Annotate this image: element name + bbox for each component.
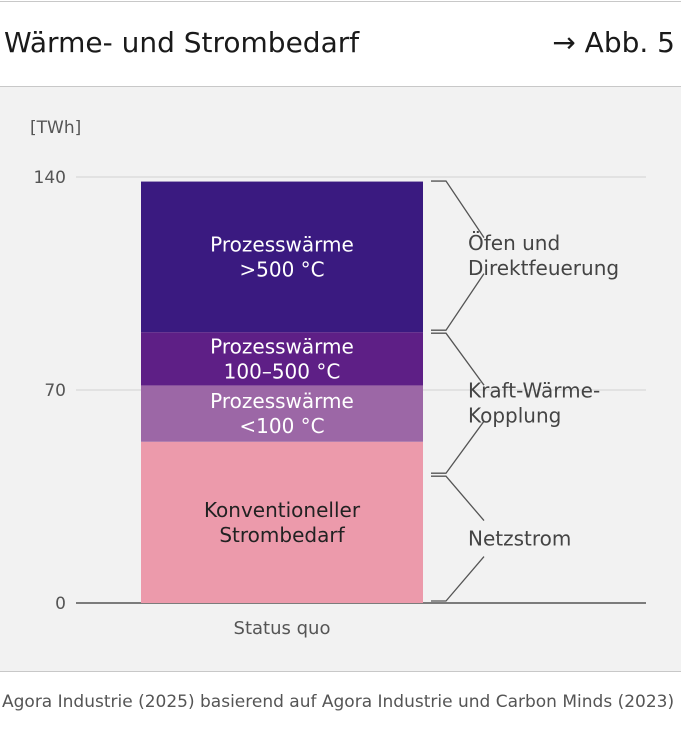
y-tick-label-70: 70 bbox=[44, 381, 66, 401]
bar-segment-3 bbox=[141, 181, 423, 333]
annotation-label-0-0: Öfen und bbox=[468, 231, 560, 255]
y-tick-label-140: 140 bbox=[34, 168, 66, 188]
annotation-label-1-1: Kopplung bbox=[468, 404, 561, 428]
segment-label-2-0: Prozesswärme bbox=[210, 334, 354, 358]
chart-title: Wärme- und Strombedarf bbox=[4, 26, 360, 59]
bar-segment-0 bbox=[141, 441, 423, 603]
segment-label-1-0: Prozesswärme bbox=[210, 389, 354, 413]
annotation-label-2-0: Netzstrom bbox=[468, 527, 571, 551]
source-note: Agora Industrie (2025) basierend auf Ago… bbox=[2, 692, 675, 712]
annotation-label-1-0: Kraft-Wärme- bbox=[468, 379, 600, 403]
segment-label-3-0: Prozesswärme bbox=[210, 232, 354, 256]
figure-reference: → Abb. 5 bbox=[552, 26, 675, 59]
annotation-bracket-1 bbox=[431, 332, 485, 474]
segment-label-3-1: >500 °C bbox=[239, 257, 324, 281]
segment-label-2-1: 100–500 °C bbox=[224, 359, 341, 383]
header: Wärme- und Strombedarf → Abb. 5 bbox=[0, 2, 681, 87]
segment-label-0-0: Konventioneller bbox=[204, 498, 361, 522]
y-tick-label-0: 0 bbox=[55, 594, 66, 614]
annotation-bracket-0 bbox=[431, 180, 485, 331]
annotation-label-0-1: Direktfeuerung bbox=[468, 256, 619, 280]
bar-segment-2 bbox=[141, 332, 423, 386]
bar-segment-1 bbox=[141, 385, 423, 442]
annotation-bracket-2 bbox=[431, 475, 485, 602]
segment-label-0-1: Strombedarf bbox=[219, 523, 345, 547]
top-rule bbox=[0, 1, 681, 2]
y-unit-label: [TWh] bbox=[30, 118, 81, 138]
segment-label-1-1: <100 °C bbox=[239, 414, 324, 438]
category-label-0: Status quo bbox=[234, 618, 331, 639]
